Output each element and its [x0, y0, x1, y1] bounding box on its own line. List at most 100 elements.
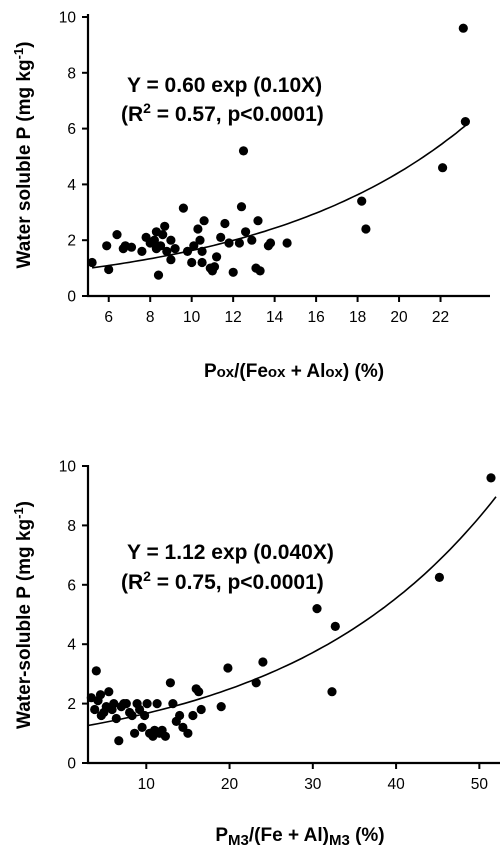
chart-1-data-point — [220, 218, 230, 229]
chart-1-data-point — [234, 238, 244, 248]
chart-2-fit-curve — [87, 496, 497, 727]
chart-1-data-point — [236, 202, 247, 212]
chart-1-x-tick-label: 8 — [146, 309, 155, 326]
chart-1-data-point — [178, 203, 188, 213]
chart-1-data-point — [265, 238, 276, 248]
chart-2: 0 2 4 6 8 10 10 20 30 40 50 Water-soluble P (mg k… — [11, 459, 500, 849]
chart-1: 0 2 4 6 8 10 6 8 10 12 14 16 18 20 22 Water soluble P… — [11, 10, 490, 382]
chart-2-equation: Y = 1.12 exp (0.040X) — [127, 541, 334, 564]
chart-2-x-tick-label: 40 — [387, 776, 405, 793]
chart-1-data-point — [255, 266, 265, 276]
chart-1-x-axis-label: Pox/(Feox + Alox) (%) — [204, 361, 384, 382]
chart-1-y-tick-label: 2 — [67, 233, 76, 250]
chart-1-x-tick-label: 10 — [183, 309, 201, 326]
chart-2-data-point — [130, 728, 140, 738]
chart-1-data-point — [102, 241, 112, 251]
chart-1-x-tick-label: 22 — [432, 309, 449, 326]
chart-1-data-point — [170, 244, 180, 254]
chart-2-x-tick-label: 10 — [138, 776, 156, 793]
chart-1-data-point — [241, 227, 251, 237]
chart-2-data-point — [165, 678, 175, 688]
chart-1-data-point — [199, 216, 209, 226]
chart-2-data-point — [114, 736, 124, 746]
chart-2-data-point — [251, 678, 261, 688]
chart-1-points — [87, 23, 470, 280]
chart-2-r2-stats: (R2 = 0.75, p<0.0001) — [121, 568, 324, 594]
chart-1-data-point — [209, 262, 220, 272]
chart-2-data-point — [223, 663, 233, 673]
chart-2-data-point — [95, 690, 106, 700]
chart-1-data-point — [149, 235, 159, 245]
chart-2-data-point — [104, 687, 114, 697]
chart-1-data-point — [357, 196, 367, 206]
chart-2-data-point — [486, 473, 496, 483]
chart-1-data-point — [238, 146, 249, 156]
chart-2-y-ticks: 0 2 4 6 8 10 — [59, 459, 88, 773]
chart-1-x-tick-label: 6 — [104, 309, 113, 326]
chart-2-x-ticks: 10 20 30 40 50 — [138, 763, 489, 793]
chart-2-y-axis-label: Water-soluble P (mg kg-1) — [11, 501, 35, 729]
chart-1-data-point — [189, 241, 199, 251]
chart-2-y-tick-label: 0 — [67, 756, 76, 773]
chart-1-y-tick-label: 4 — [67, 177, 76, 194]
chart-2-data-point — [121, 699, 131, 709]
chart-2-data-point — [175, 710, 185, 721]
chart-1-data-point — [195, 235, 205, 245]
chart-2-data-point — [312, 604, 322, 614]
chart-2-data-point — [137, 722, 147, 733]
chart-1-data-point — [193, 224, 203, 234]
chart-2-data-point — [183, 728, 193, 738]
chart-1-r2-stats: (R2 = 0.57, p<0.0001) — [121, 100, 324, 126]
chart-1-data-point — [166, 255, 176, 265]
chart-1-data-point — [197, 246, 207, 256]
chart-2-data-point — [434, 572, 444, 583]
chart-1-x-tick-label: 20 — [390, 309, 408, 326]
chart-1-data-point — [137, 246, 147, 256]
chart-2-data-point — [168, 699, 178, 709]
chart-1-data-point — [247, 235, 257, 245]
chart-1-data-point — [87, 257, 97, 268]
chart-1-data-point — [460, 117, 470, 127]
chart-2-y-tick-label: 10 — [59, 459, 77, 476]
chart-1-data-point — [182, 246, 193, 256]
chart-1-x-ticks: 6 8 10 12 14 16 18 20 22 — [104, 296, 449, 326]
chart-1-data-point — [112, 230, 122, 240]
chart-2-data-point — [327, 687, 337, 697]
chart-1-data-point — [282, 238, 292, 248]
chart-2-y-tick-label: 6 — [67, 577, 76, 594]
chart-1-y-ticks: 0 2 4 6 8 10 — [59, 10, 88, 306]
chart-1-fit-curve — [91, 125, 466, 269]
chart-1-data-point — [224, 238, 234, 248]
chart-1-y-axis-label: Water soluble P (mg kg-1) — [11, 42, 35, 269]
chart-2-data-point — [160, 731, 170, 741]
chart-1-data-point — [216, 232, 226, 242]
chart-2-data-point — [91, 666, 101, 676]
chart-2-data-point — [152, 699, 162, 709]
chart-2-points — [86, 473, 496, 746]
chart-2-data-point — [90, 704, 100, 715]
chart-1-data-point — [228, 267, 238, 277]
chart-1-data-point — [197, 257, 207, 268]
chart-2-data-point — [109, 699, 119, 709]
chart-2-x-tick-label: 30 — [304, 776, 322, 793]
chart-1-data-point — [166, 235, 176, 245]
chart-1-y-tick-label: 0 — [67, 289, 76, 306]
chart-2-data-point — [216, 702, 226, 712]
chart-1-y-tick-label: 8 — [67, 65, 76, 82]
chart-2-data-point — [188, 710, 198, 721]
chart-1-x-tick-label: 14 — [266, 309, 284, 326]
chart-1-y-tick-label: 10 — [59, 10, 77, 27]
chart-2-y-tick-label: 4 — [67, 637, 76, 654]
chart-2-data-point — [127, 710, 137, 721]
chart-1-x-tick-label: 12 — [225, 309, 242, 326]
chart-1-data-point — [162, 246, 172, 256]
chart-1-data-point — [104, 264, 114, 275]
chart-2-x-tick-label: 50 — [471, 776, 489, 793]
chart-2-data-point — [140, 710, 150, 721]
chart-2-data-point — [111, 713, 121, 724]
chart-1-data-point — [253, 216, 263, 226]
chart-2-y-tick-label: 8 — [67, 518, 76, 535]
chart-1-data-point — [361, 224, 371, 234]
chart-1-data-point — [156, 241, 166, 251]
